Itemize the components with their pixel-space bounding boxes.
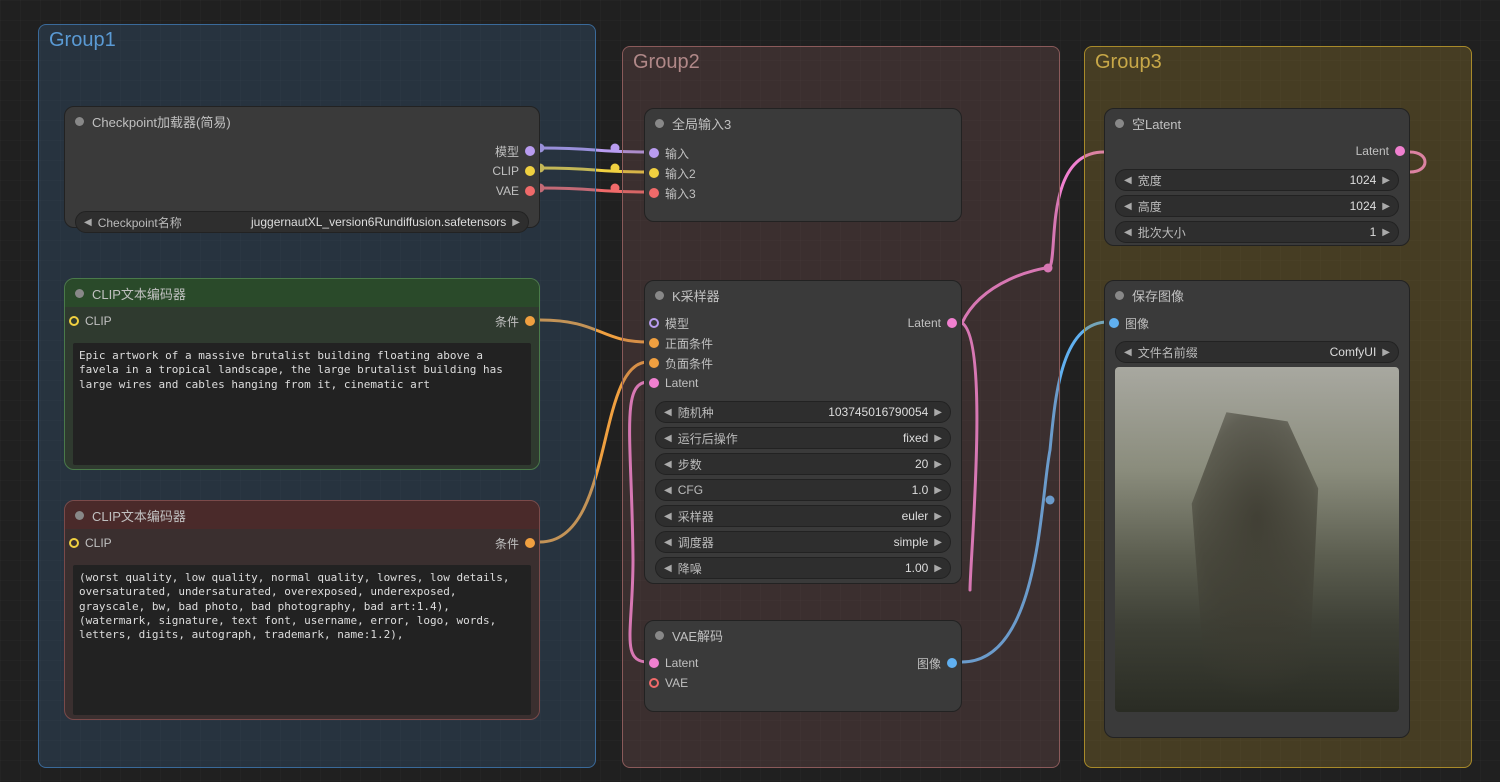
param-随机种[interactable]: ◀随机种103745016790054▶ [655,401,951,423]
node-header[interactable]: 全局输入3 [645,109,961,137]
prompt-text[interactable]: (worst quality, low quality, normal qual… [73,565,531,715]
param-文件名前缀[interactable]: ◀文件名前缀ComfyUI▶ [1115,341,1399,363]
arrow-right-icon[interactable]: ▶ [1382,347,1390,358]
node-title: CLIP文本编码器 [92,506,186,525]
arrow-left-icon[interactable]: ◀ [664,407,672,418]
param-Checkpoint名称[interactable]: ◀Checkpoint名称juggernautXL_version6Rundif… [75,211,529,233]
arrow-right-icon[interactable]: ▶ [1382,201,1390,212]
node-clip_neg[interactable]: CLIP文本编码器 CLIP 条件 (worst quality, low quali… [64,500,540,720]
socket-正面条件[interactable]: 正面条件 [645,333,961,353]
param-步数[interactable]: ◀步数20▶ [655,453,951,475]
param-采样器[interactable]: ◀采样器euler▶ [655,505,951,527]
node-title: K采样器 [672,286,720,305]
socket-图像[interactable]: 图像 [917,653,961,673]
socket-CLIP[interactable]: CLIP [65,161,539,181]
prompt-text[interactable]: Epic artwork of a massive brutalist buil… [73,343,531,465]
socket-VAE[interactable]: VAE [65,181,539,201]
arrow-right-icon[interactable]: ▶ [934,563,942,574]
node-save-image[interactable]: 保存图像图像 ◀文件名前缀ComfyUI▶ [1104,280,1410,738]
socket-模型[interactable]: 模型 [645,313,689,333]
node-header[interactable]: 空Latent [1105,109,1409,137]
node-title: 保存图像 [1132,286,1184,305]
arrow-left-icon[interactable]: ◀ [1124,347,1132,358]
socket-输入3[interactable]: 输入3 [645,183,961,203]
arrow-left-icon[interactable]: ◀ [664,563,672,574]
socket-CLIP[interactable]: CLIP [65,311,112,331]
socket-Latent[interactable]: Latent [645,373,961,393]
socket-CLIP[interactable]: CLIP [65,533,112,553]
arrow-right-icon[interactable]: ▶ [934,537,942,548]
socket-VAE[interactable]: VAE [645,673,961,693]
group-title: Group3 [1095,51,1162,74]
socket-Latent[interactable]: Latent [1105,141,1409,161]
collapse-dot-icon[interactable] [655,631,664,640]
param-批次大小[interactable]: ◀批次大小1▶ [1115,221,1399,243]
arrow-left-icon[interactable]: ◀ [84,217,92,228]
arrow-left-icon[interactable]: ◀ [1124,201,1132,212]
arrow-right-icon[interactable]: ▶ [934,511,942,522]
socket-Latent[interactable]: Latent [645,653,698,673]
collapse-dot-icon[interactable] [655,291,664,300]
group-title: Group1 [49,29,116,52]
node-checkpoint-loader[interactable]: Checkpoint加载器(简易)模型CLIPVAE◀Checkpoint名称j… [64,106,540,228]
node-title: VAE解码 [672,626,723,645]
socket-模型[interactable]: 模型 [65,141,539,161]
output-image-preview [1115,367,1399,712]
arrow-right-icon[interactable]: ▶ [934,433,942,444]
socket-条件[interactable]: 条件 [495,533,539,553]
node-header[interactable]: K采样器 [645,281,961,309]
param-调度器[interactable]: ◀调度器simple▶ [655,531,951,553]
param-降噪[interactable]: ◀降噪1.00▶ [655,557,951,579]
socket-输入2[interactable]: 输入2 [645,163,961,183]
node-title: CLIP文本编码器 [92,284,186,303]
arrow-left-icon[interactable]: ◀ [664,537,672,548]
socket-负面条件[interactable]: 负面条件 [645,353,961,373]
collapse-dot-icon[interactable] [655,119,664,128]
node-ksampler[interactable]: K采样器模型Latent正面条件负面条件Latent◀随机种1037450167… [644,280,962,584]
arrow-left-icon[interactable]: ◀ [664,511,672,522]
socket-条件[interactable]: 条件 [495,311,539,331]
node-header[interactable]: 保存图像 [1105,281,1409,309]
collapse-dot-icon[interactable] [75,511,84,520]
collapse-dot-icon[interactable] [75,289,84,298]
arrow-right-icon[interactable]: ▶ [1382,227,1390,238]
node-header[interactable]: CLIP文本编码器 [65,501,539,529]
param-运行后操作[interactable]: ◀运行后操作fixed▶ [655,427,951,449]
node-header[interactable]: CLIP文本编码器 [65,279,539,307]
socket-输入[interactable]: 输入 [645,143,961,163]
arrow-right-icon[interactable]: ▶ [1382,175,1390,186]
param-宽度[interactable]: ◀宽度1024▶ [1115,169,1399,191]
param-高度[interactable]: ◀高度1024▶ [1115,195,1399,217]
node-header[interactable]: VAE解码 [645,621,961,649]
arrow-left-icon[interactable]: ◀ [664,459,672,470]
collapse-dot-icon[interactable] [1115,291,1124,300]
arrow-left-icon[interactable]: ◀ [1124,227,1132,238]
node-empty-latent[interactable]: 空Latent Latent ◀宽度1024▶ ◀高度1024▶ ◀批次大小1▶ [1104,108,1410,246]
node-global-input[interactable]: 全局输入3 输入输入2输入3 [644,108,962,222]
collapse-dot-icon[interactable] [75,117,84,126]
arrow-right-icon[interactable]: ▶ [512,217,520,228]
group-title: Group2 [633,51,700,74]
arrow-left-icon[interactable]: ◀ [1124,175,1132,186]
socket-图像[interactable]: 图像 [1105,313,1409,333]
node-title: Checkpoint加载器(简易) [92,112,231,131]
arrow-right-icon[interactable]: ▶ [934,485,942,496]
param-CFG[interactable]: ◀CFG1.0▶ [655,479,951,501]
collapse-dot-icon[interactable] [1115,119,1124,128]
node-clip_pos[interactable]: CLIP文本编码器 CLIP 条件 Epic artwork of a massive… [64,278,540,470]
arrow-right-icon[interactable]: ▶ [934,459,942,470]
arrow-left-icon[interactable]: ◀ [664,433,672,444]
node-title: 全局输入3 [672,114,731,133]
arrow-left-icon[interactable]: ◀ [664,485,672,496]
node-vae-decode[interactable]: VAE解码 Latent 图像VAE [644,620,962,712]
node-header[interactable]: Checkpoint加载器(简易) [65,107,539,135]
node-title: 空Latent [1132,114,1181,133]
arrow-right-icon[interactable]: ▶ [934,407,942,418]
socket-Latent[interactable]: Latent [908,313,961,333]
